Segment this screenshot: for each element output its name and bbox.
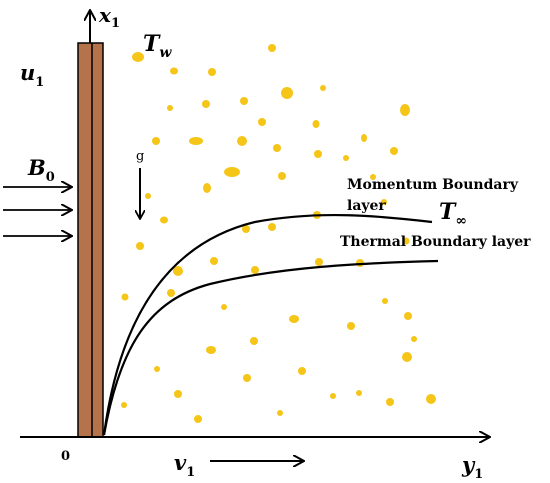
particle-dot — [402, 237, 410, 245]
particle-dot — [268, 223, 276, 231]
particle-dot — [208, 68, 216, 76]
particle-dot — [382, 298, 388, 304]
particle-dot — [278, 172, 286, 180]
particle-dot — [402, 352, 412, 362]
particle-dot — [400, 104, 410, 116]
wall-temperature-label: Tw — [143, 31, 172, 61]
particle-dot — [370, 174, 376, 180]
particle-dot — [250, 337, 258, 345]
particle-dot — [202, 100, 210, 108]
particle-dot — [404, 312, 412, 320]
thermal-boundary-layer-curve — [102, 259, 439, 436]
particle-dot — [154, 366, 160, 372]
particle-dot — [174, 390, 182, 398]
particle-dot — [152, 137, 160, 145]
particle-dot — [240, 97, 248, 105]
particle-dot — [136, 242, 144, 250]
particle-dot — [170, 67, 178, 75]
gravity-label: g — [136, 149, 144, 164]
particle-dot — [281, 87, 293, 99]
particle-dot — [258, 118, 266, 126]
plate-outer — [77, 42, 104, 438]
origin-label: 0 — [61, 449, 70, 464]
particle-dot — [386, 398, 394, 406]
particle-dot — [189, 137, 203, 145]
particle-dot — [145, 193, 151, 199]
particle-dot — [268, 44, 276, 52]
momentum-boundary-layer-curve — [102, 213, 433, 436]
thermal-layer-label: Thermal Boundary layer — [340, 234, 531, 250]
y-axis-label: y1 — [461, 452, 483, 482]
fluid-particles — [121, 44, 436, 423]
particle-dot — [390, 147, 398, 155]
particle-dot — [330, 393, 336, 399]
particle-dot — [173, 266, 183, 276]
particle-dot — [132, 52, 144, 62]
particle-dot — [210, 257, 218, 265]
particle-dot — [273, 144, 281, 152]
particle-dot — [243, 374, 251, 382]
particle-dot — [224, 167, 240, 177]
particle-dot — [121, 402, 127, 408]
particle-dot — [221, 304, 227, 310]
particle-dot — [320, 85, 326, 91]
ambient-temperature-label: T∞ — [439, 199, 467, 229]
particle-dot — [203, 183, 211, 193]
particle-dot — [251, 266, 259, 274]
particle-dot — [343, 155, 349, 161]
momentum-layer-label-line1: Momentum Boundary — [347, 177, 519, 193]
particle-dot — [194, 415, 202, 423]
particle-dot — [167, 289, 175, 297]
particle-dot — [411, 336, 417, 342]
particle-dot — [312, 120, 320, 128]
particle-dot — [237, 136, 247, 146]
particle-dot — [289, 315, 299, 323]
magnetic-field-label: B0 — [27, 155, 55, 185]
particle-dot — [356, 390, 362, 396]
particle-dot — [206, 346, 216, 354]
particle-dot — [167, 105, 173, 111]
particle-dot — [277, 410, 283, 416]
particle-dot — [315, 258, 323, 266]
wall-velocity-label: u1 — [20, 60, 44, 90]
particle-dot — [298, 367, 306, 375]
momentum-layer-label-line2: layer — [347, 198, 386, 214]
particle-dot — [361, 134, 367, 142]
particle-dot — [314, 150, 322, 158]
particle-dot — [242, 225, 250, 233]
vertical-plate — [77, 42, 104, 438]
particle-dot — [426, 394, 436, 404]
particle-dot — [121, 293, 129, 301]
particle-dot — [160, 216, 168, 224]
magnetic-field-arrows — [3, 187, 72, 236]
x-axis-label: x1 — [98, 3, 120, 31]
suction-velocity-label: v1 — [174, 450, 195, 480]
particle-dot — [347, 322, 355, 330]
particle-dot — [381, 199, 387, 205]
